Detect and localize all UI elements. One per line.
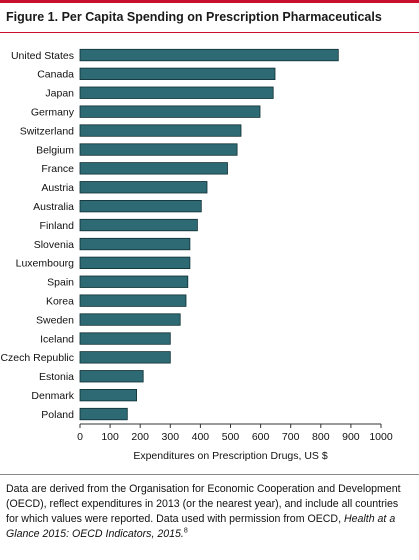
title-divider (0, 32, 419, 33)
bar (79, 218, 198, 232)
bar (79, 162, 228, 175)
category-label: Slovenia (34, 239, 74, 251)
bar (79, 294, 187, 307)
category-label: Austria (41, 182, 74, 194)
bar (79, 407, 128, 421)
x-tick-label: 600 (252, 431, 270, 443)
bar-chart: United States Canada Japan Germany Switzerla… (0, 48, 393, 462)
x-tick-label: 400 (192, 431, 210, 443)
figure-title: Figure 1. Per Capita Spending on Prescri… (6, 10, 382, 24)
bar (79, 124, 242, 137)
category-label: Australia (33, 201, 74, 213)
footnote-source: Health at a Glance 2015: OECD Indicators… (6, 513, 396, 540)
category-label: Switzerland (20, 125, 74, 137)
bar (79, 388, 137, 402)
bar (79, 181, 208, 194)
bar (79, 275, 189, 288)
category-label: Germany (31, 107, 75, 119)
footnote: Data are derived from the Organisation f… (6, 482, 411, 542)
bar (79, 370, 144, 383)
bar (79, 48, 339, 62)
category-label: Estonia (39, 371, 74, 383)
x-tick-label: 0 (77, 431, 83, 443)
bar (79, 313, 181, 326)
x-tick-label: 800 (312, 431, 330, 443)
category-label: Denmark (31, 390, 74, 402)
x-tick-label: 900 (342, 431, 360, 443)
top-accent-line (0, 0, 419, 3)
category-label: Japan (45, 88, 74, 100)
category-label: Sweden (36, 314, 74, 326)
category-label: United States (11, 50, 74, 62)
bar (79, 351, 171, 364)
bar (79, 199, 202, 213)
category-label: Canada (37, 69, 74, 81)
bar (79, 105, 261, 118)
bar (79, 256, 191, 270)
x-axis-ticks: 0 100 200 300 400 500 600 700 800 900 1000 (77, 424, 393, 443)
x-tick-label: 200 (131, 431, 149, 443)
category-label: Korea (46, 296, 74, 308)
category-labels: United States Canada Japan Germany Switzerla… (0, 50, 74, 421)
category-label: Poland (41, 409, 74, 421)
bar (79, 86, 274, 99)
category-label: Finland (40, 220, 75, 232)
footnote-divider (0, 474, 419, 475)
category-label: Czech Republic (0, 352, 74, 364)
category-label: Luxembourg (16, 258, 75, 270)
bars-group (79, 48, 339, 421)
footnote-text: Data are derived from the Organisation f… (6, 483, 401, 525)
x-tick-label: 100 (101, 431, 119, 443)
category-label: Spain (47, 277, 74, 289)
x-tick-label: 500 (222, 431, 240, 443)
bar (79, 143, 238, 156)
x-tick-label: 1000 (369, 431, 393, 443)
category-label: Belgium (36, 144, 74, 156)
x-axis-title: Expenditures on Prescription Drugs, US $ (133, 450, 328, 462)
x-tick-label: 300 (162, 431, 180, 443)
x-tick-label: 700 (282, 431, 300, 443)
category-label: France (41, 163, 74, 175)
bar (79, 332, 171, 345)
bar (79, 237, 191, 251)
footnote-reference: 8 (183, 527, 188, 535)
category-label: Iceland (40, 333, 74, 345)
bar (79, 67, 276, 80)
